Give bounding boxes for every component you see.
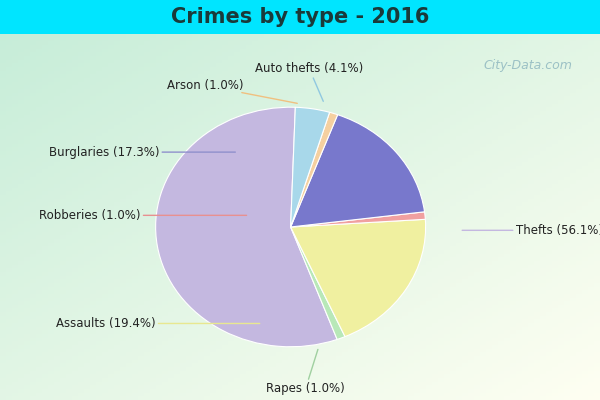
Wedge shape — [155, 107, 337, 347]
Text: Crimes by type - 2016: Crimes by type - 2016 — [171, 7, 429, 27]
Text: City-Data.com: City-Data.com — [483, 59, 572, 72]
Text: Arson (1.0%): Arson (1.0%) — [167, 79, 297, 103]
Wedge shape — [290, 112, 338, 227]
Text: Robberies (1.0%): Robberies (1.0%) — [39, 209, 247, 222]
Text: Rapes (1.0%): Rapes (1.0%) — [266, 350, 345, 395]
Wedge shape — [290, 219, 425, 337]
Wedge shape — [290, 212, 425, 227]
Text: Thefts (56.1%): Thefts (56.1%) — [462, 224, 600, 237]
Text: Burglaries (17.3%): Burglaries (17.3%) — [49, 146, 235, 159]
Text: Assaults (19.4%): Assaults (19.4%) — [56, 317, 260, 330]
Wedge shape — [290, 227, 345, 340]
Text: Auto thefts (4.1%): Auto thefts (4.1%) — [255, 62, 364, 101]
Wedge shape — [290, 107, 329, 227]
Wedge shape — [290, 115, 425, 227]
